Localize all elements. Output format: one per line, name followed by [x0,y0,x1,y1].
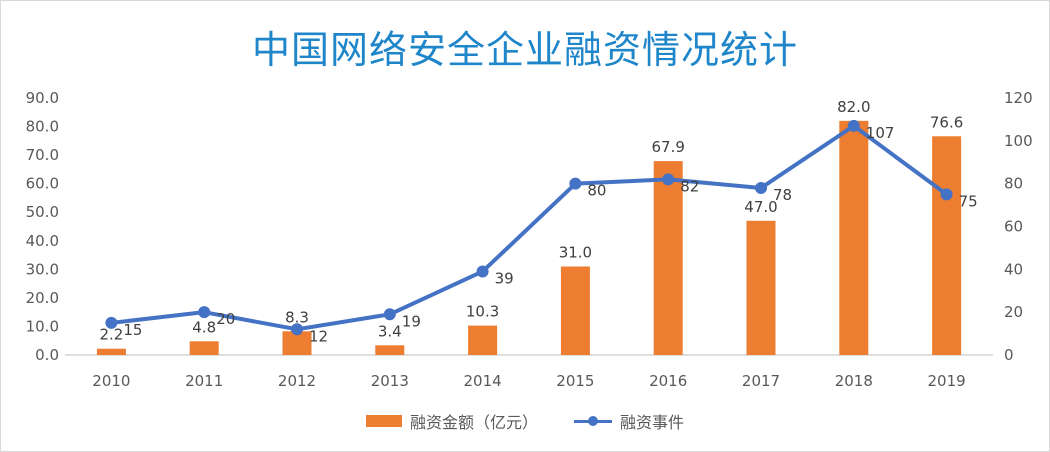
legend-line-swatch [574,415,612,427]
line-point [569,177,582,190]
line-data-label: 78 [773,186,792,204]
bar [468,325,498,355]
y-right-tick-label: 60 [1004,218,1023,236]
line-point [105,316,118,329]
bar-data-label: 76.6 [930,113,963,131]
bar-data-label: 67.9 [651,138,684,156]
chart-title: 中国网络安全企业融资情况统计 [251,28,798,72]
line-data-label: 12 [309,327,328,345]
bar-data-label: 82.0 [837,98,870,116]
legend-item-amount[interactable]: 融资金额（亿元） [365,409,538,433]
y-right-tick-label: 120 [1004,89,1033,107]
bar-data-label: 2.2 [99,326,123,344]
x-tick-label: 2013 [371,372,409,390]
x-tick-label: 2011 [185,372,223,390]
line-point [755,181,767,194]
y-left-tick-label: 50.0 [26,203,59,221]
y-left-tick-label: 30.0 [26,260,59,278]
bar [282,331,312,355]
y-right-tick-label: 80 [1004,175,1023,193]
x-tick-label: 2014 [464,372,502,390]
bar [375,345,405,355]
y-left-tick-label: 40.0 [26,232,59,250]
x-tick-label: 2010 [92,372,130,390]
bar-data-label: 4.8 [192,318,216,336]
events-line [111,123,948,332]
bar-data-label: 31.0 [559,243,592,261]
bar [932,136,962,355]
x-tick-label: 2018 [835,372,873,390]
y-left-tick-label: 70.0 [26,146,59,164]
line-data-label: 39 [495,269,514,287]
line-point [847,119,860,132]
line-data-label: 107 [866,124,895,142]
bar [746,220,776,355]
line-point [662,173,675,186]
y-left-tick-label: 0.0 [35,346,59,364]
legend-label-events: 融资事件 [620,413,685,432]
y-right-tick-label: 20 [1004,303,1023,321]
x-tick-label: 2016 [649,372,687,390]
bar-data-label: 3.4 [378,322,402,340]
bar [653,161,683,355]
y-right-tick-label: 100 [1004,132,1033,150]
bar [560,266,590,355]
bar-data-label: 10.3 [466,303,499,321]
y-right-tick-label: 0 [1004,346,1014,364]
y-left-tick-label: 80.0 [26,118,59,136]
line-point [940,188,953,201]
y-right-tick-label: 40 [1004,260,1023,278]
line-data-label: 80 [587,182,606,200]
y-left-tick-label: 90.0 [26,89,59,107]
y-left-tick-label: 60.0 [26,175,59,193]
line-data-label: 20 [216,310,235,328]
y-left-tick-label: 10.0 [26,317,59,335]
legend-label-amount: 融资金额（亿元） [409,413,538,432]
line-data-label: 75 [959,192,978,210]
legend-item-events[interactable]: 融资事件 [574,409,684,433]
x-tick-label: 2019 [928,372,966,390]
line-data-label: 82 [680,177,699,195]
line-point [291,323,303,336]
bar [96,348,126,355]
line-data-label: 15 [123,321,142,339]
line-point [476,265,489,278]
bar [839,120,869,355]
bar [189,341,219,355]
x-tick-label: 2015 [556,372,594,390]
line-point [198,306,211,319]
x-tick-label: 2017 [742,372,780,390]
legend-bar-swatch [365,415,402,427]
x-tick-label: 2012 [278,372,316,390]
legend: 融资金额（亿元） 融资事件 [1,409,1049,433]
line-data-label: 19 [402,312,421,330]
line-point [383,308,396,321]
bar-data-label: 47.0 [744,198,777,216]
bar-data-label: 8.3 [285,308,309,326]
y-left-tick-label: 20.0 [26,289,59,307]
